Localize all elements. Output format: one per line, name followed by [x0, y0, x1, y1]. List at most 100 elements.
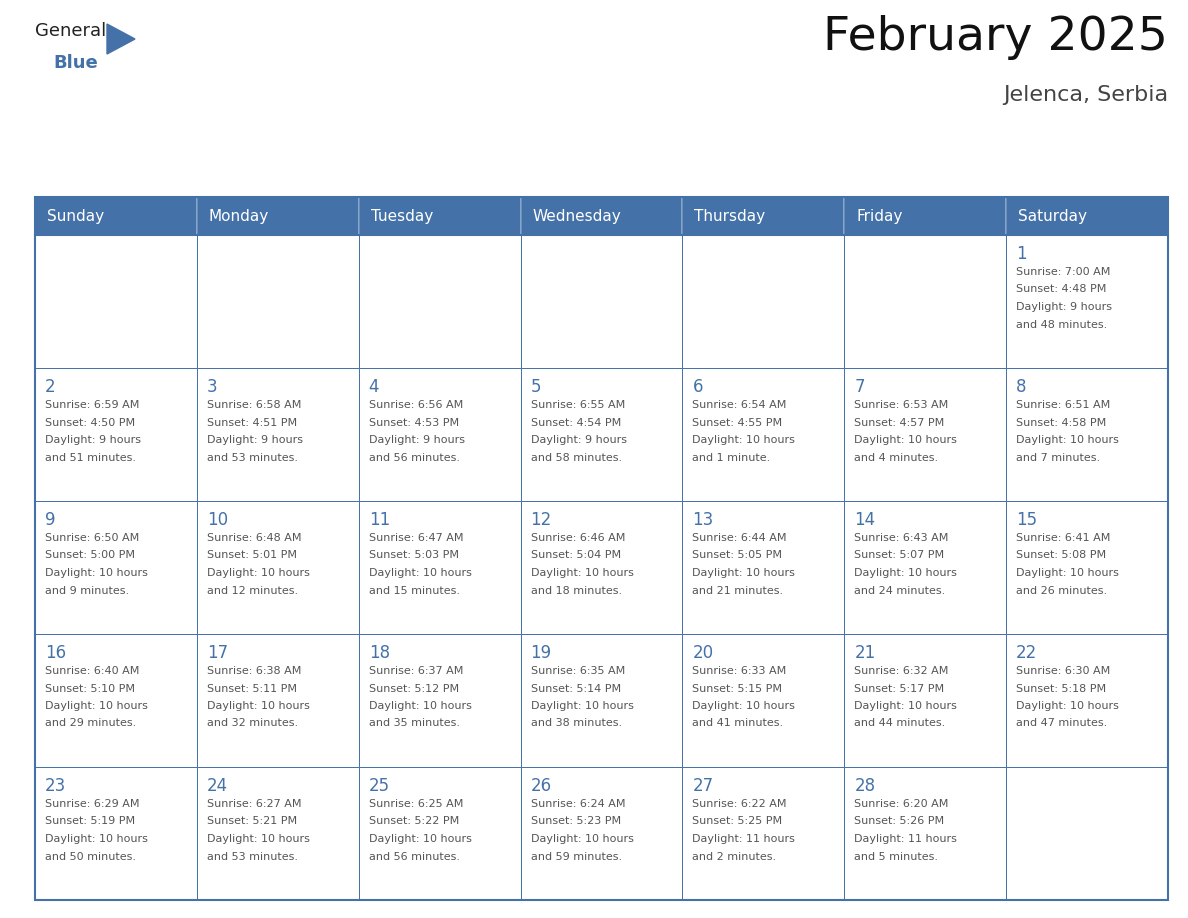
Bar [197, 634, 359, 767]
Text: Sunset: 5:01 PM: Sunset: 5:01 PM [207, 551, 297, 561]
Text: and 35 minutes.: and 35 minutes. [368, 719, 460, 729]
Text: and 32 minutes.: and 32 minutes. [207, 719, 298, 729]
Bar [845, 235, 1006, 368]
Text: Daylight: 10 hours: Daylight: 10 hours [854, 435, 958, 445]
Text: 9: 9 [45, 511, 56, 529]
Text: Sunrise: 6:51 AM: Sunrise: 6:51 AM [1016, 400, 1111, 410]
Text: 7: 7 [854, 378, 865, 396]
Text: Sunrise: 6:27 AM: Sunrise: 6:27 AM [207, 799, 302, 809]
Text: Sunrise: 6:59 AM: Sunrise: 6:59 AM [45, 400, 139, 410]
Text: Sunset: 4:51 PM: Sunset: 4:51 PM [207, 418, 297, 428]
Bar [34, 767, 197, 900]
Bar [34, 368, 197, 501]
Text: 22: 22 [1016, 644, 1037, 662]
Text: Daylight: 10 hours: Daylight: 10 hours [368, 568, 472, 578]
Text: Daylight: 10 hours: Daylight: 10 hours [1016, 435, 1119, 445]
Text: Monday: Monday [209, 208, 270, 223]
Text: 26: 26 [531, 777, 551, 795]
Text: and 51 minutes.: and 51 minutes. [45, 453, 135, 463]
Text: Sunrise: 6:32 AM: Sunrise: 6:32 AM [854, 666, 949, 676]
Text: Sunrise: 6:56 AM: Sunrise: 6:56 AM [368, 400, 463, 410]
Text: Sunset: 5:05 PM: Sunset: 5:05 PM [693, 551, 783, 561]
Text: Friday: Friday [857, 208, 903, 223]
Text: Sunrise: 6:48 AM: Sunrise: 6:48 AM [207, 533, 302, 543]
Bar [1006, 501, 1168, 634]
Text: Daylight: 10 hours: Daylight: 10 hours [207, 568, 310, 578]
Bar [359, 235, 520, 368]
Text: and 1 minute.: and 1 minute. [693, 453, 771, 463]
Text: Thursday: Thursday [695, 208, 765, 223]
Bar [1006, 368, 1168, 501]
Text: Daylight: 9 hours: Daylight: 9 hours [207, 435, 303, 445]
Text: and 12 minutes.: and 12 minutes. [207, 586, 298, 596]
Text: Sunrise: 6:40 AM: Sunrise: 6:40 AM [45, 666, 139, 676]
Text: 11: 11 [368, 511, 390, 529]
Text: 18: 18 [368, 644, 390, 662]
Text: Sunrise: 6:33 AM: Sunrise: 6:33 AM [693, 666, 786, 676]
Bar [520, 501, 682, 634]
Text: Daylight: 10 hours: Daylight: 10 hours [1016, 701, 1119, 711]
Text: and 59 minutes.: and 59 minutes. [531, 852, 621, 861]
Text: Sunset: 5:21 PM: Sunset: 5:21 PM [207, 816, 297, 826]
Text: Sunset: 5:08 PM: Sunset: 5:08 PM [1016, 551, 1106, 561]
Text: 13: 13 [693, 511, 714, 529]
Text: Sunrise: 6:30 AM: Sunrise: 6:30 AM [1016, 666, 1111, 676]
Text: Sunset: 5:04 PM: Sunset: 5:04 PM [531, 551, 620, 561]
Text: Sunrise: 6:54 AM: Sunrise: 6:54 AM [693, 400, 786, 410]
Text: and 53 minutes.: and 53 minutes. [207, 852, 298, 861]
Text: and 18 minutes.: and 18 minutes. [531, 586, 621, 596]
Text: Sunrise: 6:47 AM: Sunrise: 6:47 AM [368, 533, 463, 543]
Text: Daylight: 9 hours: Daylight: 9 hours [1016, 302, 1112, 312]
Bar [359, 501, 520, 634]
Bar [34, 197, 197, 235]
Text: 4: 4 [368, 378, 379, 396]
Bar [359, 767, 520, 900]
Text: 25: 25 [368, 777, 390, 795]
Text: Sunrise: 6:25 AM: Sunrise: 6:25 AM [368, 799, 463, 809]
Bar [845, 197, 1006, 235]
Text: Sunset: 5:19 PM: Sunset: 5:19 PM [45, 816, 135, 826]
Text: Daylight: 9 hours: Daylight: 9 hours [45, 435, 141, 445]
Bar [1006, 767, 1168, 900]
Text: Daylight: 11 hours: Daylight: 11 hours [854, 834, 958, 844]
Text: Daylight: 10 hours: Daylight: 10 hours [45, 568, 147, 578]
Text: and 38 minutes.: and 38 minutes. [531, 719, 621, 729]
Text: Sunday: Sunday [48, 208, 105, 223]
Text: Daylight: 10 hours: Daylight: 10 hours [368, 834, 472, 844]
Text: Blue: Blue [53, 54, 97, 72]
Text: Sunset: 4:48 PM: Sunset: 4:48 PM [1016, 285, 1106, 295]
Bar [359, 368, 520, 501]
Text: Sunrise: 6:20 AM: Sunrise: 6:20 AM [854, 799, 949, 809]
Bar [520, 197, 682, 235]
Bar [197, 767, 359, 900]
Text: Sunset: 4:57 PM: Sunset: 4:57 PM [854, 418, 944, 428]
Text: Daylight: 10 hours: Daylight: 10 hours [693, 701, 795, 711]
Text: Sunrise: 6:58 AM: Sunrise: 6:58 AM [207, 400, 302, 410]
Bar [682, 501, 845, 634]
Text: 27: 27 [693, 777, 714, 795]
Text: Sunrise: 6:29 AM: Sunrise: 6:29 AM [45, 799, 139, 809]
Text: Sunset: 5:14 PM: Sunset: 5:14 PM [531, 684, 620, 693]
Text: Sunset: 5:15 PM: Sunset: 5:15 PM [693, 684, 783, 693]
Text: and 5 minutes.: and 5 minutes. [854, 852, 939, 861]
Text: 21: 21 [854, 644, 876, 662]
Bar [34, 501, 197, 634]
Text: Sunset: 5:00 PM: Sunset: 5:00 PM [45, 551, 135, 561]
Text: Sunrise: 6:24 AM: Sunrise: 6:24 AM [531, 799, 625, 809]
Text: Daylight: 10 hours: Daylight: 10 hours [854, 701, 958, 711]
Text: Wednesday: Wednesday [532, 208, 621, 223]
Text: Daylight: 9 hours: Daylight: 9 hours [368, 435, 465, 445]
Text: Sunset: 4:55 PM: Sunset: 4:55 PM [693, 418, 783, 428]
Text: Sunset: 4:53 PM: Sunset: 4:53 PM [368, 418, 459, 428]
Text: 19: 19 [531, 644, 551, 662]
Text: Daylight: 10 hours: Daylight: 10 hours [531, 701, 633, 711]
Text: 15: 15 [1016, 511, 1037, 529]
Text: Daylight: 10 hours: Daylight: 10 hours [45, 834, 147, 844]
Bar [34, 235, 197, 368]
Text: General: General [34, 22, 106, 40]
Bar [845, 634, 1006, 767]
Text: Sunset: 5:17 PM: Sunset: 5:17 PM [854, 684, 944, 693]
Text: Sunrise: 6:43 AM: Sunrise: 6:43 AM [854, 533, 949, 543]
Text: Sunrise: 6:50 AM: Sunrise: 6:50 AM [45, 533, 139, 543]
Text: 6: 6 [693, 378, 703, 396]
